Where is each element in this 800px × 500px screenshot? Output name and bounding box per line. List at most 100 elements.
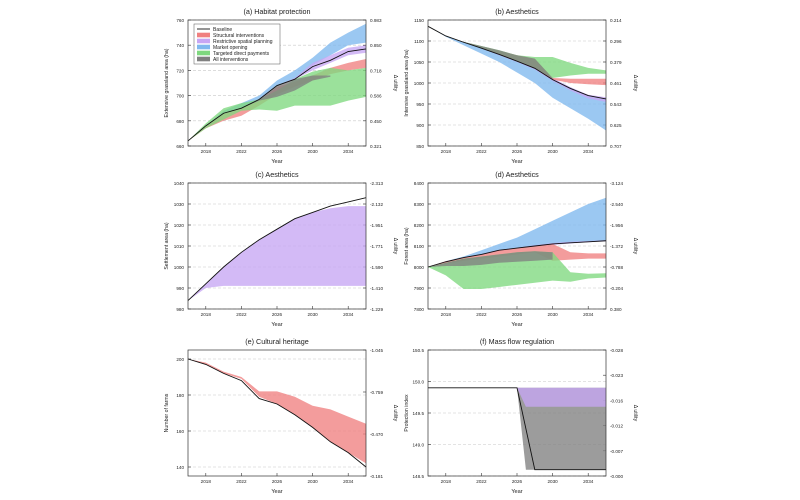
y-axis-label: Settlement area (ha) (164, 222, 170, 270)
band-market-opening (428, 197, 606, 267)
band-structural-interventions (428, 243, 606, 267)
y2-axis-label: Δ utility (392, 405, 398, 422)
y-tick-label: 1050 (414, 60, 425, 65)
y2-tick-label: -0.028 (610, 348, 623, 353)
x-tick-label: 2034 (583, 479, 594, 484)
y2-tick-label: 0.296 (610, 39, 622, 44)
chart-title: (a) Habitat protection (243, 7, 310, 16)
x-tick-label: 2030 (307, 312, 318, 317)
y-tick-label: 8400 (414, 181, 425, 186)
baseline-line (427, 25, 607, 100)
y-tick-label: 148.5 (413, 474, 425, 479)
y-tick-label: 990 (176, 286, 184, 291)
y-axis-label: Protection index (404, 394, 410, 432)
legend-swatch (197, 38, 210, 44)
y2-tick-label: -3.124 (610, 181, 623, 186)
y-tick-label: 680 (176, 119, 184, 124)
x-tick-label: 2034 (343, 312, 354, 317)
y2-tick-label: 0.707 (610, 144, 622, 149)
y2-tick-label: -1.372 (610, 244, 623, 249)
chart-panel-a: 660 680 700 720 740 760 0.321 0.450 0.586 0.718 0.… (164, 7, 398, 165)
chart-panel-d: 7800 7900 8000 8100 8200 8300 8400 0.380 -0.204 -… (404, 170, 638, 328)
x-tick-label: 2034 (583, 312, 594, 317)
x-tick-label: 2026 (272, 149, 283, 154)
baseline-line (427, 240, 607, 268)
x-tick-label: 2018 (441, 149, 452, 154)
y2-tick-label: -0.204 (610, 286, 623, 291)
y-tick-label: 1010 (174, 244, 185, 249)
band-targeted-direct-payments (428, 26, 606, 78)
x-tick-label: 2030 (307, 149, 318, 154)
x-tick-label: 2022 (236, 479, 247, 484)
y-tick-label: 720 (176, 68, 184, 73)
y2-axis-label: Δ utility (632, 405, 638, 422)
y-tick-label: 149.5 (413, 411, 425, 416)
legend-swatch (197, 56, 210, 62)
x-tick-label: 2030 (547, 479, 558, 484)
chart-panel-e: 140 160 180 200 -0.181 -0.470 -0.759 -1.045 2018… (164, 337, 398, 495)
y2-tick-label: 0.461 (610, 81, 622, 86)
x-tick-label: 2018 (201, 312, 212, 317)
band-market-opening (428, 26, 606, 131)
y-tick-label: 150.0 (413, 380, 425, 385)
band-all-interventions (428, 387, 606, 470)
y2-tick-label: -1.590 (370, 265, 383, 270)
y-tick-label: 1030 (174, 202, 185, 207)
y2-tick-label: 0.450 (370, 119, 382, 124)
baseline-line (187, 197, 367, 301)
y-tick-label: 140 (176, 465, 184, 470)
legend-label: Market opening (213, 45, 248, 51)
y-tick-label: 660 (176, 144, 184, 149)
legend-label: Baseline (213, 27, 232, 33)
x-tick-label: 2018 (441, 479, 452, 484)
y2-tick-label: -0.470 (370, 432, 383, 437)
legend-label: Restrictive spatial planning (213, 39, 273, 45)
x-tick-label: 2022 (476, 479, 487, 484)
y-tick-label: 850 (416, 144, 424, 149)
chart-panel-c: 980 990 1000 1010 1020 1030 1040 -1.229 -1.410 -1… (164, 170, 398, 328)
y2-tick-label: 0.379 (610, 60, 622, 65)
y2-tick-label: 0.321 (370, 144, 382, 149)
legend-swatch (197, 44, 210, 50)
x-axis-label: Year (271, 159, 282, 165)
y-tick-label: 7800 (414, 307, 425, 312)
y2-tick-label: -0.007 (610, 449, 623, 454)
y-tick-label: 8000 (414, 265, 425, 270)
y-tick-label: 149.0 (413, 443, 425, 448)
x-tick-label: 2030 (307, 479, 318, 484)
legend-swatch (197, 50, 210, 56)
x-tick-label: 2030 (547, 312, 558, 317)
x-tick-label: 2022 (236, 312, 247, 317)
y2-tick-label: -1.229 (370, 307, 383, 312)
x-tick-label: 2026 (272, 479, 283, 484)
x-tick-label: 2026 (512, 149, 523, 154)
y2-tick-label: -1.771 (370, 244, 383, 249)
y-axis-label: Intensive grassland area (ha) (404, 49, 410, 116)
y-tick-label: 1040 (174, 181, 185, 186)
y-tick-label: 900 (416, 123, 424, 128)
y-axis-label: Forest area (ha) (404, 227, 410, 264)
y-tick-label: 1000 (174, 265, 185, 270)
y2-tick-label: -0.788 (610, 265, 623, 270)
x-tick-label: 2034 (343, 479, 354, 484)
y2-axis-label: Δ utility (392, 238, 398, 255)
x-tick-label: 2022 (476, 312, 487, 317)
band-restrictive-spatial-planning (188, 45, 366, 141)
chart-title: (f) Mass flow regulation (480, 337, 554, 346)
band-restrictive-spatial-planning (517, 387, 606, 407)
y-tick-label: 160 (176, 429, 184, 434)
y2-tick-label: 0.718 (370, 68, 382, 73)
y-tick-label: 180 (176, 393, 184, 398)
y-tick-label: 200 (176, 357, 184, 362)
baseline-line (428, 387, 606, 471)
x-axis-label: Year (511, 159, 522, 165)
band-structural-interventions (188, 59, 366, 141)
y-tick-label: 980 (176, 307, 184, 312)
y-tick-label: 8100 (414, 244, 425, 249)
x-axis-label: Year (511, 489, 522, 495)
x-tick-label: 2034 (343, 149, 354, 154)
y-tick-label: 8300 (414, 202, 425, 207)
legend-swatch (197, 32, 210, 38)
x-tick-label: 2018 (441, 312, 452, 317)
